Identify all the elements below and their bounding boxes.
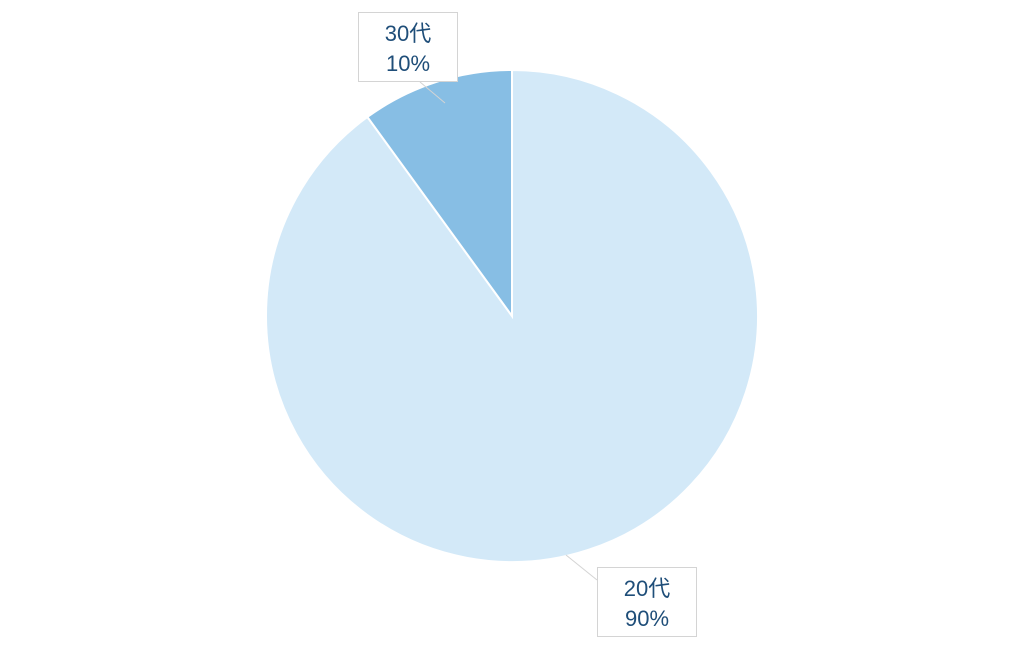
callout-leader — [566, 555, 597, 580]
callout-20s-category: 20代 — [608, 574, 686, 604]
callout-30s: 30代 10% — [358, 12, 458, 82]
callout-30s-category: 30代 — [369, 19, 447, 49]
pie-chart-svg — [0, 0, 1024, 653]
callout-20s: 20代 90% — [597, 567, 697, 637]
callout-30s-value: 10% — [369, 49, 447, 79]
pie-chart-stage: 20代 90% 30代 10% — [0, 0, 1024, 653]
callout-20s-value: 90% — [608, 604, 686, 634]
